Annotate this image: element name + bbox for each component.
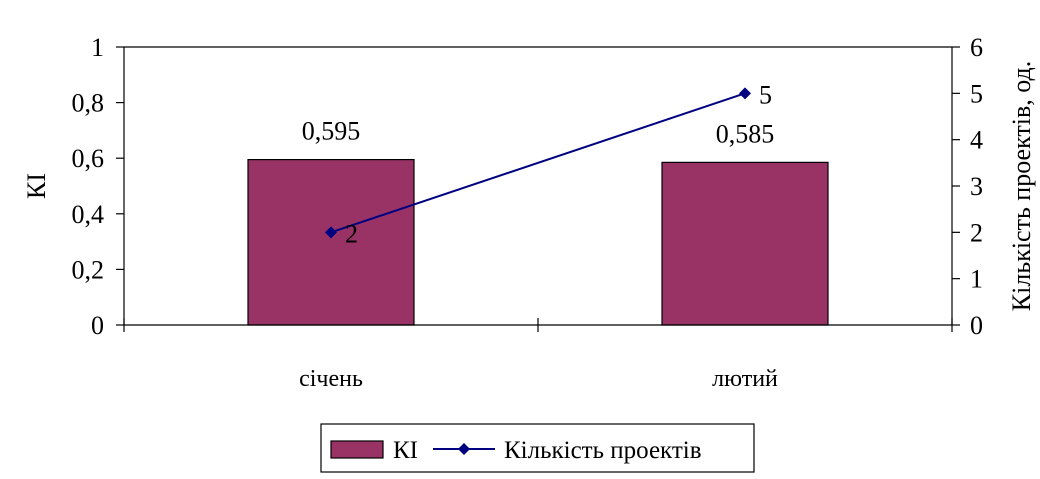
y-right-tick-label-6: 6 (970, 33, 983, 62)
bar-ki-data-label-2: 0,585 (716, 119, 775, 148)
y-right-tick-label-2: 2 (970, 218, 983, 247)
line-projects-marker-1 (325, 226, 337, 239)
y-right-tick-label-5: 5 (970, 79, 983, 108)
y-right-axis-title: Кількість проектів, од. (1007, 61, 1036, 311)
legend-label-projects: Кількість проектів (504, 437, 702, 464)
x-category-label-1: січень (299, 366, 363, 392)
x-category-label-2: лютий (712, 366, 778, 392)
legend-label-ki: КІ (393, 437, 418, 464)
line-projects-path (330, 92, 746, 234)
line-projects-data-label-2: 5 (759, 80, 772, 109)
y-left-tick-label-5: 1 (91, 33, 104, 62)
y-right-tick-label-0: 0 (970, 311, 983, 340)
y-right-tick-label-4: 4 (970, 126, 983, 155)
bar-ki-data-label-1: 0,595 (302, 117, 361, 146)
legend-marker-projects (458, 443, 470, 455)
legend-box (320, 423, 755, 473)
bar-ki-2 (661, 161, 829, 326)
y-left-tick-label-3: 0,6 (72, 144, 105, 173)
y-right-tick-label-3: 3 (970, 172, 983, 201)
y-left-axis-title: КІ (22, 173, 51, 199)
bar-ki-1 (247, 158, 415, 326)
y-right-tick-label-1: 1 (970, 265, 983, 294)
y-left-tick-label-1: 0,2 (72, 255, 105, 284)
y-left-tick-label-0: 0 (91, 311, 104, 340)
y-left-tick-label-4: 0,8 (72, 89, 105, 118)
y-left-tick-label-2: 0,4 (72, 200, 105, 229)
line-projects-data-label-1: 2 (345, 219, 358, 248)
line-projects-marker-2 (739, 87, 751, 100)
legend-swatch-ki (330, 440, 384, 459)
